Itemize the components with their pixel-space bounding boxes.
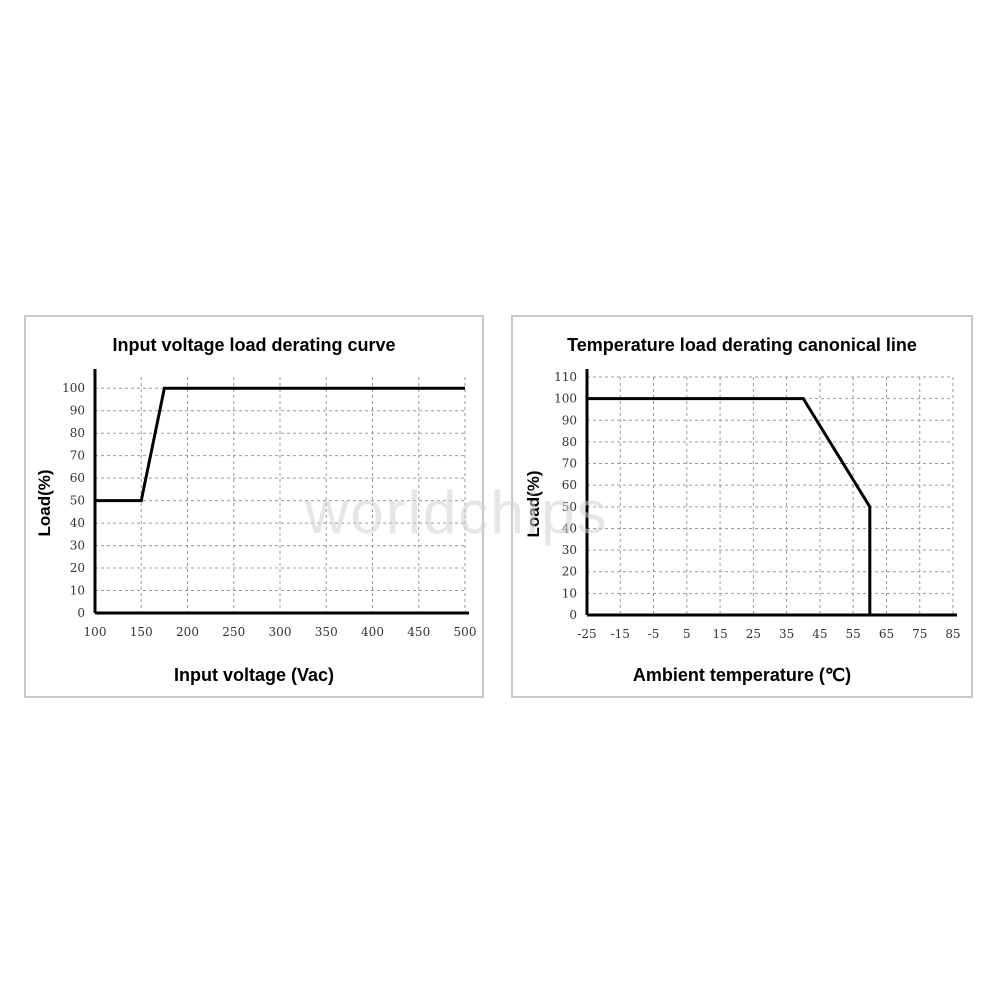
chart-title: Input voltage load derating curve (112, 335, 396, 355)
y-tick-label: 60 (70, 471, 85, 485)
y-tick-label: 50 (562, 500, 577, 514)
x-tick-label: 100 (84, 625, 107, 639)
y-tick-label: 40 (70, 516, 85, 530)
x-tick-label: 250 (222, 625, 245, 639)
x-tick-label: 65 (879, 627, 894, 641)
y-tick-label: 100 (554, 392, 577, 406)
y-tick-label: 80 (562, 435, 577, 449)
x-tick-label: -15 (611, 627, 630, 641)
y-tick-label: 90 (562, 413, 577, 427)
y-tick-label: 80 (70, 426, 85, 440)
x-tick-label: -25 (577, 627, 596, 641)
input-voltage-chart: 0 10 20 30 40 50 60 70 80 90 100 100 150 200 250 300 350… (35, 369, 477, 639)
x-axis-label: Input voltage (Vac) (173, 665, 335, 685)
y-tick-label: 30 (70, 539, 85, 553)
y-tick-label: 40 (562, 521, 577, 535)
x-tick-label: -5 (648, 627, 660, 641)
y-tick-label: 100 (62, 381, 85, 395)
y-tick-label: 50 (70, 494, 85, 508)
x-axis-label: Ambient temperature (℃) (632, 665, 852, 685)
x-tick-label: 350 (315, 625, 338, 639)
temperature-chart-panel: Temperature load derating canonical line… (511, 315, 973, 698)
y-tick-label: 70 (562, 457, 577, 471)
x-tick-label: 450 (407, 625, 430, 639)
y-axis-label: Load(%) (35, 469, 54, 536)
y-tick-label: 90 (70, 404, 85, 418)
y-tick-label: 10 (562, 586, 577, 600)
chart-title: Temperature load derating canonical line (567, 335, 917, 355)
x-tick-label: 85 (945, 627, 960, 641)
series-line (587, 397, 872, 615)
y-tick-label: 0 (569, 608, 577, 622)
input-voltage-chart-panel: Input voltage load derating curve 0 10 20 3… (24, 315, 484, 698)
x-tick-label: 15 (712, 627, 727, 641)
x-tick-label: 400 (361, 625, 384, 639)
y-tick-label: 0 (77, 606, 85, 620)
x-tick-label: 25 (746, 627, 761, 641)
y-tick-label: 10 (70, 584, 85, 598)
y-tick-label: 20 (562, 565, 577, 579)
x-tick-label: 150 (130, 625, 153, 639)
y-tick-label: 70 (70, 449, 85, 463)
y-axis-label: Load(%) (524, 470, 543, 537)
x-tick-label: 200 (176, 625, 199, 639)
y-tick-label: 30 (562, 543, 577, 557)
x-tick-label: 5 (683, 627, 691, 641)
x-tick-label: 300 (269, 625, 292, 639)
x-tick-label: 500 (454, 625, 477, 639)
x-tick-label: 35 (779, 627, 794, 641)
y-tick-label: 110 (554, 370, 577, 384)
series-line (95, 386, 465, 503)
x-tick-label: 55 (846, 627, 861, 641)
temperature-chart: 0 10 20 30 40 50 60 70 80 90 100 110 -25 -15 -5 5 15 25 35… (524, 369, 961, 641)
y-tick-label: 20 (70, 561, 85, 575)
x-tick-label: 75 (912, 627, 927, 641)
x-tick-label: 45 (812, 627, 827, 641)
y-tick-label: 60 (562, 478, 577, 492)
